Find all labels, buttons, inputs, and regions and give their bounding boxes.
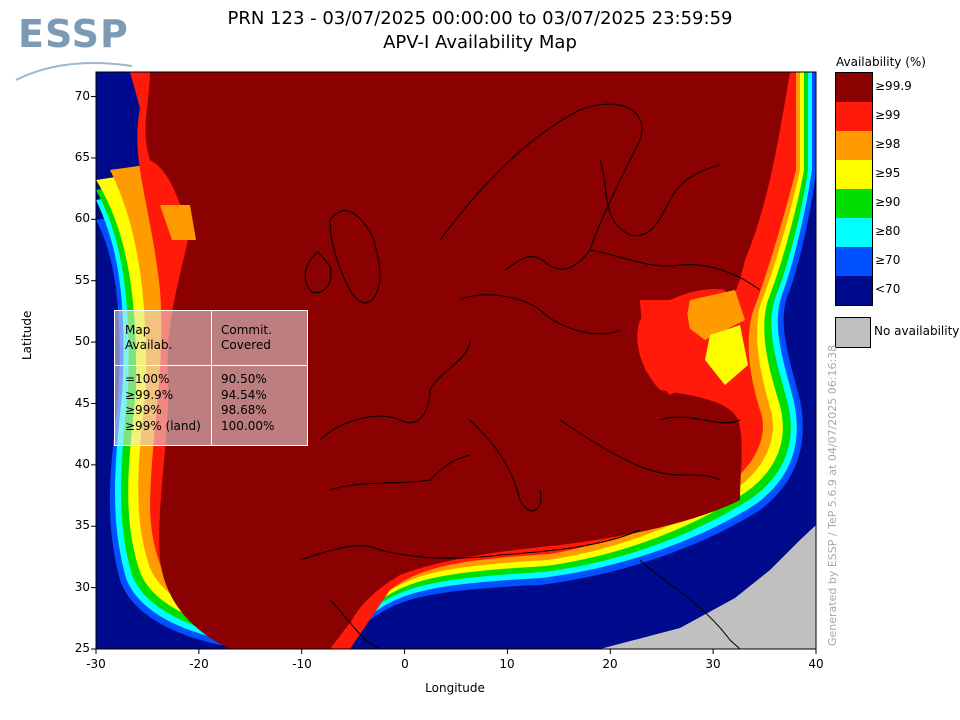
legend-label: ≥70 [875, 252, 901, 267]
legend-label: ≥98 [875, 136, 901, 151]
map-subtitle: APV-I Availability Map [383, 32, 577, 53]
stats-col2-header: Commit. Covered [221, 323, 272, 352]
red-pocket-east [640, 300, 700, 395]
legend-label: <70 [875, 281, 901, 296]
map-plot-area [96, 72, 816, 649]
legend-label: ≥90 [875, 194, 901, 209]
ytick-label: 55 [74, 273, 90, 287]
stats-covered-values: 90.50% 94.54% 98.68% 100.00% [221, 372, 274, 434]
legend-swatch [836, 218, 872, 247]
orange-pocket-atlantic [160, 205, 196, 240]
yellow-pocket-east [705, 325, 748, 385]
xtick-label: 30 [705, 657, 721, 671]
table-divider-horizontal [115, 365, 307, 366]
tick-marks [91, 96, 817, 654]
ytick-label: 50 [74, 334, 90, 348]
availability-stats-table: Map Availab. Commit. Covered =100% ≥99.9… [114, 310, 308, 446]
plot-frame [95, 71, 817, 650]
essp-logo: ESSP [14, 12, 134, 82]
ytick-label: 30 [74, 580, 90, 594]
band-999 [145, 72, 791, 649]
xtick-label: 40 [808, 657, 824, 671]
xtick-label: 0 [401, 657, 409, 671]
table-row: 98.68% [221, 403, 267, 417]
table-row: =100% [125, 372, 170, 386]
no-availability-swatch [835, 317, 871, 348]
xtick-label: 20 [602, 657, 618, 671]
table-divider-vertical [211, 311, 212, 445]
table-row: 90.50% [221, 372, 267, 386]
y-axis-title: Latitude [20, 310, 34, 360]
coastlines [299, 103, 761, 649]
ytick-label: 65 [74, 150, 90, 164]
legend-label: ≥80 [875, 223, 901, 238]
ytick-label: 45 [74, 396, 90, 410]
no-availability-label: No availability [874, 324, 960, 338]
legend-swatch [836, 189, 872, 218]
legend-swatch [836, 276, 872, 305]
table-row: ≥99% (land) [125, 418, 201, 433]
ytick-label: 60 [74, 211, 90, 225]
legend-swatch [836, 160, 872, 189]
stats-col1-header: Map Availab. [125, 323, 173, 352]
generated-credit: Generated by ESSP / TeP 5.6.9 at 04/07/2… [826, 344, 839, 646]
legend-label: ≥99 [875, 107, 901, 122]
legend-swatch [836, 247, 872, 276]
xtick-label: -20 [189, 657, 209, 671]
no-availability-region [600, 525, 816, 649]
legend-title: Availability (%) [836, 55, 926, 69]
legend-swatch [836, 102, 872, 131]
map-title: PRN 123 - 03/07/2025 00:00:00 to 03/07/2… [227, 8, 733, 29]
orange-pocket-east [685, 290, 745, 340]
table-row: 100.00% [221, 418, 275, 433]
stats-availability-values: =100% ≥99.9% ≥99% ≥99% (land) [125, 372, 201, 434]
xtick-label: -30 [86, 657, 106, 671]
legend-label: ≥95 [875, 165, 901, 180]
ytick-label: 40 [74, 457, 90, 471]
table-row: ≥99.9% [125, 387, 174, 402]
xtick-label: 10 [499, 657, 515, 671]
table-row: ≥99% [125, 403, 162, 417]
legend-swatch [836, 131, 872, 160]
legend-label: ≥99.9 [875, 78, 912, 93]
legend-swatch [836, 73, 872, 102]
logo-text: ESSP [18, 12, 129, 56]
ytick-label: 25 [74, 641, 90, 655]
ytick-label: 70 [74, 89, 90, 103]
ytick-label: 35 [74, 518, 90, 532]
table-row: 94.54% [221, 387, 267, 402]
color-legend [835, 72, 873, 306]
xtick-label: -10 [292, 657, 312, 671]
x-axis-title: Longitude [425, 681, 485, 695]
logo-swoosh-icon [15, 62, 133, 81]
